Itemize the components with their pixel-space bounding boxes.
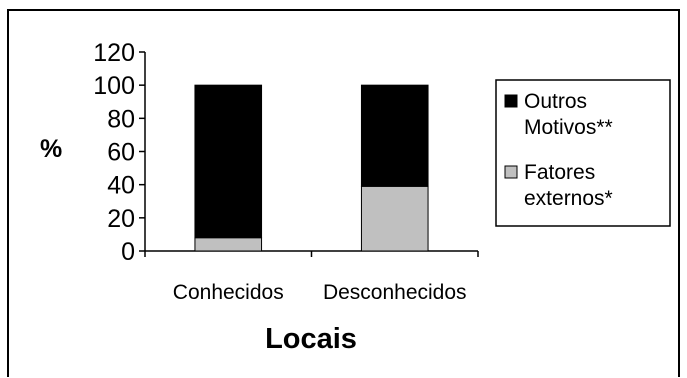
y-tick-label: 40: [107, 172, 135, 200]
legend-swatch: [504, 94, 518, 108]
legend-label: Fatores: [524, 161, 595, 184]
legend-box: [495, 79, 671, 227]
bar-segment-outros-motivos: [360, 84, 429, 187]
x-category-label: Desconhecidos: [323, 281, 467, 304]
x-axis-label: Locais: [265, 323, 357, 355]
x-category-label: Conhecidos: [173, 281, 284, 304]
y-tick-label: 60: [107, 139, 135, 167]
y-tick-label: 80: [107, 105, 135, 133]
bar-segment-fatores-externos: [194, 237, 263, 252]
legend-label: Motivos**: [524, 116, 613, 139]
y-tick-label: 120: [93, 39, 135, 67]
bar-segment-fatores-externos: [360, 185, 429, 252]
y-axis-label: %: [40, 135, 62, 163]
legend-swatch: [504, 165, 518, 179]
y-tick-label: 100: [93, 72, 135, 100]
legend-label: Outros: [524, 90, 587, 113]
legend-label: externos*: [524, 187, 613, 210]
bar-segment-outros-motivos: [194, 84, 263, 239]
y-tick-label: 20: [107, 205, 135, 233]
y-tick-label: 0: [121, 238, 135, 266]
